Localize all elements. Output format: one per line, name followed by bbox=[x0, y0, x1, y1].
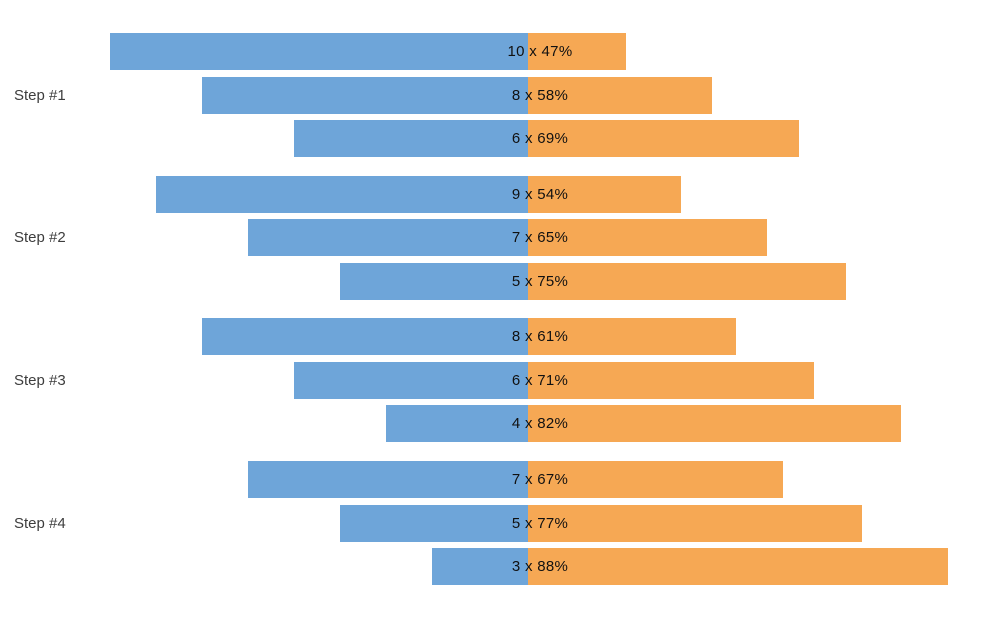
bar-left-segment bbox=[432, 548, 528, 585]
bar-value-label: 8 x 61% bbox=[511, 328, 569, 345]
bar-right-segment bbox=[528, 176, 681, 213]
step-label: Step #3 bbox=[14, 372, 66, 389]
bar-value-label: 9 x 54% bbox=[511, 186, 569, 203]
bar-left-segment bbox=[340, 263, 528, 300]
bar-right-segment bbox=[528, 33, 626, 70]
bar-right-segment bbox=[528, 219, 767, 256]
bar-value-label: 7 x 67% bbox=[511, 471, 569, 488]
bar-left-segment bbox=[202, 77, 528, 114]
bar-right-segment bbox=[528, 362, 814, 399]
bar-left-segment bbox=[294, 362, 528, 399]
step-label: Step #1 bbox=[14, 87, 66, 104]
step-label: Step #4 bbox=[14, 515, 66, 532]
bar-right-segment bbox=[528, 461, 783, 498]
bar-left-segment bbox=[248, 461, 528, 498]
bar-right-segment bbox=[528, 120, 799, 157]
bar-value-label: 5 x 77% bbox=[511, 515, 569, 532]
step-label: Step #2 bbox=[14, 229, 66, 246]
bar-value-label: 6 x 71% bbox=[511, 372, 569, 389]
bar-value-label: 5 x 75% bbox=[511, 273, 569, 290]
bar-value-label: 3 x 88% bbox=[511, 558, 569, 575]
bar-right-segment bbox=[528, 263, 846, 300]
bar-right-segment bbox=[528, 77, 712, 114]
bar-left-segment bbox=[248, 219, 528, 256]
bar-left-segment bbox=[340, 505, 528, 542]
bar-right-segment bbox=[528, 505, 862, 542]
bar-left-segment bbox=[386, 405, 528, 442]
bar-left-segment bbox=[156, 176, 528, 213]
bar-value-label: 7 x 65% bbox=[511, 229, 569, 246]
bar-value-label: 8 x 58% bbox=[511, 87, 569, 104]
bar-right-segment bbox=[528, 405, 901, 442]
bar-value-label: 10 x 47% bbox=[507, 43, 573, 60]
bar-left-segment bbox=[110, 33, 528, 70]
bar-right-segment bbox=[528, 318, 736, 355]
bar-left-segment bbox=[294, 120, 528, 157]
bar-value-label: 6 x 69% bbox=[511, 130, 569, 147]
bar-value-label: 4 x 82% bbox=[511, 415, 569, 432]
bar-right-segment bbox=[528, 548, 948, 585]
bar-left-segment bbox=[202, 318, 528, 355]
